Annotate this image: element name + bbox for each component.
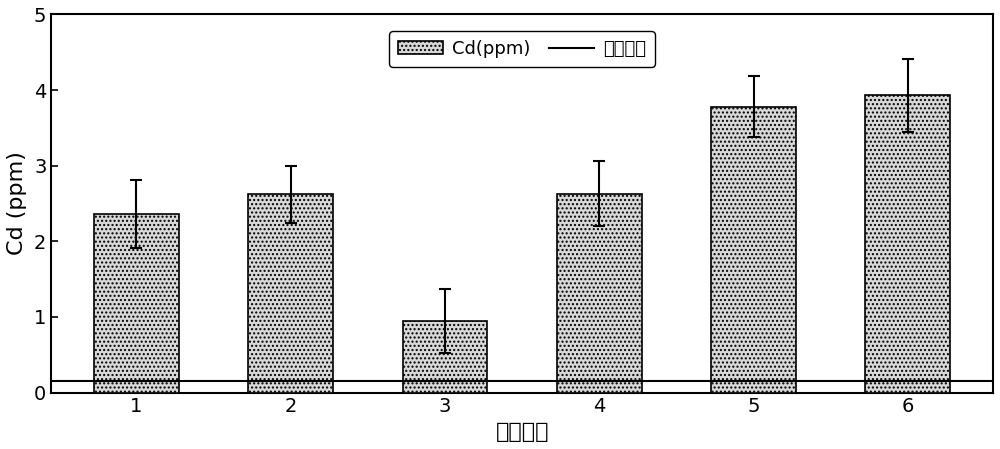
Bar <box>865 95 950 392</box>
Bar <box>248 194 333 392</box>
Bar <box>94 214 179 392</box>
Bar <box>403 321 487 392</box>
Bar <box>711 107 796 392</box>
Legend: Cd(ppm), 国家标准: Cd(ppm), 国家标准 <box>389 31 655 67</box>
Y-axis label: Cd (ppm): Cd (ppm) <box>7 152 27 255</box>
X-axis label: 样品编号: 样品编号 <box>495 422 549 442</box>
Bar <box>557 194 642 392</box>
